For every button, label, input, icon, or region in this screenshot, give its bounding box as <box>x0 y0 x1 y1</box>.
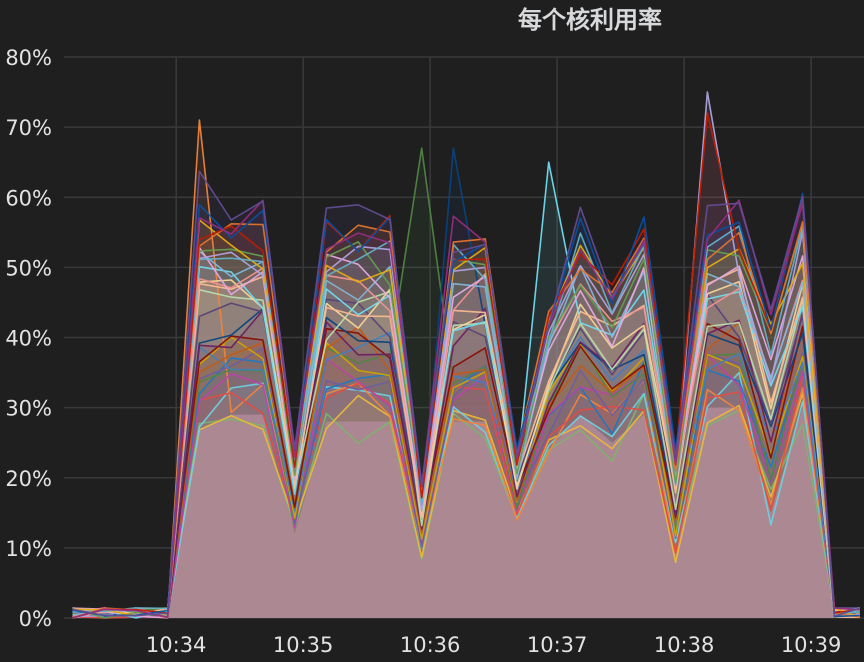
series-line <box>72 322 860 617</box>
y-tick-label: 30% <box>5 397 52 421</box>
series-line <box>72 321 860 618</box>
series-line <box>72 293 861 619</box>
series-line <box>72 221 860 619</box>
y-tick-label: 0% <box>19 607 52 631</box>
x-tick-label: 10:38 <box>654 633 715 657</box>
series-line <box>72 161 861 619</box>
y-axis-ticks: 0% 10% 20% 30% 40% 50% 60% 70% 80% <box>5 46 52 631</box>
y-tick-label: 70% <box>5 116 52 140</box>
series-line <box>72 268 860 619</box>
series-line <box>72 199 860 619</box>
y-tick-label: 40% <box>5 327 52 351</box>
series-line <box>72 267 860 618</box>
y-tick-label: 60% <box>5 186 52 210</box>
panel-title: 每个核利用率 <box>518 6 662 34</box>
series-line <box>72 289 860 618</box>
series-line <box>72 91 860 618</box>
x-axis-ticks: 10:34 10:35 10:36 10:37 10:38 10:39 <box>146 633 841 657</box>
series-line <box>72 371 860 618</box>
series-line <box>72 347 860 619</box>
series-line <box>72 147 860 617</box>
series-line <box>72 170 861 617</box>
y-tick-label: 10% <box>5 537 52 561</box>
series-lines <box>72 91 861 619</box>
series-line <box>72 392 860 617</box>
y-tick-label: 20% <box>5 467 52 491</box>
series-line <box>72 331 860 619</box>
series-line <box>72 246 860 619</box>
series-line <box>72 119 860 616</box>
series-line <box>72 354 860 618</box>
series-line <box>72 112 860 619</box>
series-line <box>72 393 860 617</box>
x-tick-label: 10:35 <box>273 633 334 657</box>
x-tick-label: 10:39 <box>781 633 842 657</box>
x-tick-label: 10:34 <box>146 633 207 657</box>
y-tick-label: 80% <box>5 46 52 70</box>
series-line <box>72 192 860 618</box>
series-line <box>72 147 861 618</box>
x-tick-label: 10:37 <box>527 633 588 657</box>
x-tick-label: 10:36 <box>400 633 461 657</box>
series-base-area <box>72 407 860 618</box>
y-tick-label: 50% <box>5 256 52 280</box>
